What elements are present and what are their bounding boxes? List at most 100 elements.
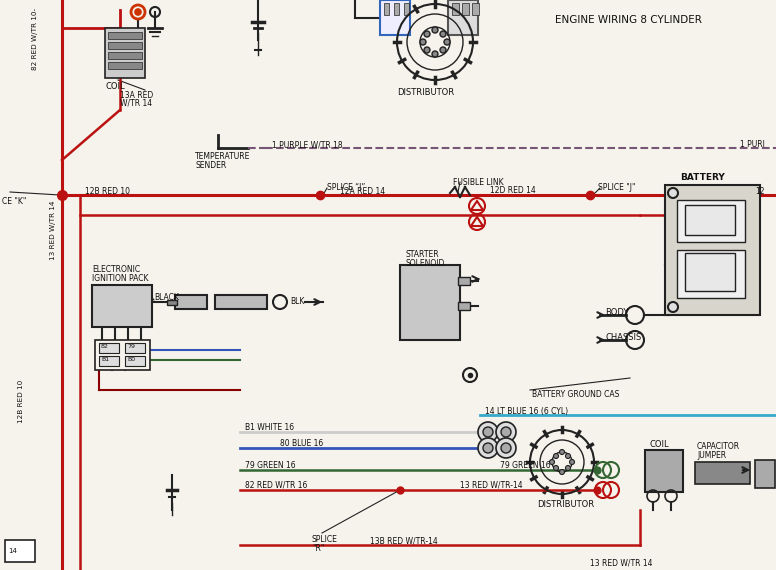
Text: BODY: BODY xyxy=(605,308,629,317)
Bar xyxy=(125,343,145,353)
Circle shape xyxy=(440,31,446,37)
Text: ELECTRONIC: ELECTRONIC xyxy=(92,265,140,274)
Text: FUSIBLE LINK: FUSIBLE LINK xyxy=(453,178,504,187)
Text: B0: B0 xyxy=(127,357,135,362)
Text: BATTERY: BATTERY xyxy=(680,173,725,182)
Bar xyxy=(5,540,35,562)
Circle shape xyxy=(483,443,493,453)
Bar xyxy=(462,3,469,15)
Circle shape xyxy=(432,27,438,33)
Circle shape xyxy=(496,438,516,458)
Text: BLK: BLK xyxy=(290,297,304,306)
Text: 13 RED W/TR 14: 13 RED W/TR 14 xyxy=(590,558,653,567)
Bar xyxy=(105,28,145,78)
Circle shape xyxy=(420,39,426,45)
Circle shape xyxy=(135,9,141,15)
Text: 14 LT BLUE 16 (6 CYL): 14 LT BLUE 16 (6 CYL) xyxy=(485,407,568,416)
Bar xyxy=(125,356,145,366)
Circle shape xyxy=(444,39,450,45)
Text: SENDER: SENDER xyxy=(195,161,227,170)
Text: 13B RED W/TR-14: 13B RED W/TR-14 xyxy=(370,536,438,545)
Text: DISTRIBUTOR: DISTRIBUTOR xyxy=(397,88,454,97)
Bar xyxy=(384,3,389,15)
Text: 1 PURI: 1 PURI xyxy=(740,140,765,149)
Bar xyxy=(448,0,478,35)
Bar xyxy=(695,462,750,484)
Text: BATTERY GROUND CAS: BATTERY GROUND CAS xyxy=(532,390,619,399)
Bar xyxy=(685,253,735,291)
Bar xyxy=(394,3,399,15)
Text: SPLICE "J": SPLICE "J" xyxy=(598,183,636,192)
Bar xyxy=(452,3,459,15)
Text: CE "K": CE "K" xyxy=(2,197,26,206)
Circle shape xyxy=(501,443,511,453)
Text: 1 PURPLE W/TR 18: 1 PURPLE W/TR 18 xyxy=(272,140,343,149)
Bar xyxy=(472,3,479,15)
Text: BLACK: BLACK xyxy=(154,293,179,302)
Bar xyxy=(99,343,119,353)
Circle shape xyxy=(559,470,564,474)
Bar xyxy=(755,460,775,488)
Text: B1: B1 xyxy=(101,357,109,362)
Text: 80 BLUE 16: 80 BLUE 16 xyxy=(280,439,324,448)
Circle shape xyxy=(559,450,564,454)
Circle shape xyxy=(432,51,438,57)
Text: 12B RED 10: 12B RED 10 xyxy=(85,187,130,196)
Bar xyxy=(400,265,460,340)
Text: 13 RED W/TR 14: 13 RED W/TR 14 xyxy=(50,200,56,259)
Text: ENGINE WIRING 8 CYLINDER: ENGINE WIRING 8 CYLINDER xyxy=(555,15,702,25)
Circle shape xyxy=(553,454,559,458)
Text: SOLENOID: SOLENOID xyxy=(405,259,445,268)
Bar xyxy=(108,52,142,59)
Circle shape xyxy=(483,427,493,437)
Text: CHASSIS: CHASSIS xyxy=(605,333,641,342)
Circle shape xyxy=(478,422,498,442)
Text: 79: 79 xyxy=(127,344,135,349)
Circle shape xyxy=(668,302,678,312)
Bar xyxy=(458,277,470,285)
Text: IGNITION PACK: IGNITION PACK xyxy=(92,274,148,283)
Bar xyxy=(404,3,409,15)
Circle shape xyxy=(424,47,430,53)
Text: B1 WHITE 16: B1 WHITE 16 xyxy=(245,423,294,432)
Circle shape xyxy=(478,438,498,458)
Circle shape xyxy=(570,459,574,465)
Text: 12D RED 14: 12D RED 14 xyxy=(490,186,535,195)
Text: 79 GREEN 16: 79 GREEN 16 xyxy=(245,461,296,470)
Text: 13 RED W/TR-14: 13 RED W/TR-14 xyxy=(460,481,522,490)
Bar xyxy=(92,285,152,327)
Bar xyxy=(108,42,142,49)
Bar xyxy=(677,250,745,298)
Circle shape xyxy=(668,188,678,198)
Bar xyxy=(645,450,683,492)
Text: CAPACITOR: CAPACITOR xyxy=(697,442,740,451)
Circle shape xyxy=(501,427,511,437)
Text: "R": "R" xyxy=(312,544,324,553)
Text: W/TR 14: W/TR 14 xyxy=(120,99,152,108)
Text: 82 RED W/TR 10-: 82 RED W/TR 10- xyxy=(32,8,38,70)
Bar xyxy=(215,295,267,309)
Bar xyxy=(380,0,410,35)
Text: STARTER: STARTER xyxy=(405,250,438,259)
Text: COIL: COIL xyxy=(650,440,670,449)
Text: DISTRIBUTOR: DISTRIBUTOR xyxy=(537,500,594,509)
Text: 14: 14 xyxy=(8,548,17,554)
Text: 13A RED: 13A RED xyxy=(120,91,153,100)
Bar xyxy=(108,62,142,69)
Bar xyxy=(99,356,119,366)
Text: JUMPER: JUMPER xyxy=(697,451,726,460)
Circle shape xyxy=(424,31,430,37)
Text: 12B RED 10: 12B RED 10 xyxy=(18,380,24,424)
Circle shape xyxy=(496,422,516,442)
Circle shape xyxy=(440,47,446,53)
Bar xyxy=(685,205,735,235)
Circle shape xyxy=(566,454,570,458)
Text: 12A RED 14: 12A RED 14 xyxy=(340,187,385,196)
Bar xyxy=(108,32,142,39)
Bar xyxy=(175,295,207,309)
Bar xyxy=(458,302,470,310)
Bar xyxy=(677,200,745,242)
Text: SPLICE: SPLICE xyxy=(312,535,338,544)
Text: TEMPERATURE: TEMPERATURE xyxy=(195,152,251,161)
Text: 79 GREEN 16: 79 GREEN 16 xyxy=(500,461,551,470)
